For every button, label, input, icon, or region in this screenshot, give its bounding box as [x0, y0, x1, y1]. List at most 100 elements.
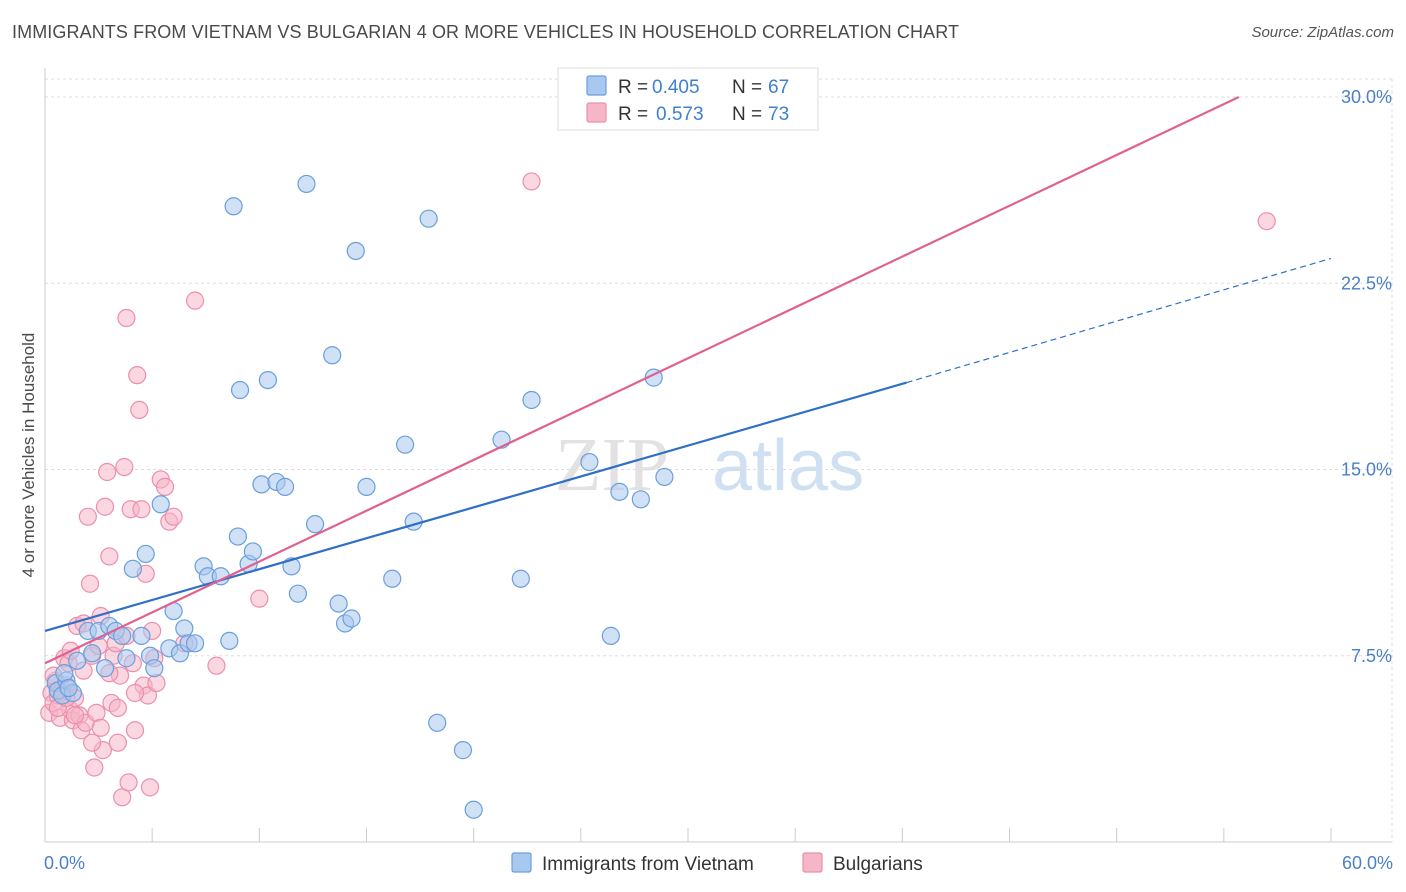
- legend-r-label-pink: R =: [618, 104, 648, 125]
- legend-r-value-pink: 0.573: [656, 104, 704, 125]
- bulgarian-point: [108, 698, 127, 718]
- bulgarian-trend-line: [44, 96, 1240, 665]
- bulgarian-point: [140, 778, 160, 797]
- vietnam-point: [136, 544, 155, 564]
- bulgarian-point: [207, 656, 226, 675]
- bulgarian-point: [185, 291, 205, 310]
- vietnam-point: [275, 477, 295, 496]
- vietnam-point: [68, 651, 87, 670]
- vietnam-point: [580, 452, 599, 472]
- vietnam-point: [83, 644, 102, 663]
- vietnam-point: [220, 631, 239, 650]
- vietnam-point: [610, 482, 629, 501]
- vietnam-point: [297, 174, 316, 194]
- bulgarian-point: [119, 773, 138, 792]
- bulgarian-point: [125, 683, 145, 703]
- vietnam-point: [522, 390, 541, 410]
- vietnam-point: [185, 634, 205, 653]
- vietnam-point: [464, 800, 483, 819]
- bulgarian-point: [128, 366, 147, 385]
- bulgarian-point: [522, 172, 541, 191]
- bulgarian-point: [80, 574, 100, 593]
- bulgarian-point: [132, 500, 151, 519]
- bulgarian-point: [91, 718, 110, 737]
- chart-source: Source: ZipAtlas.com: [1251, 24, 1394, 41]
- bulgarian-point: [130, 400, 149, 419]
- bulgarian-point: [117, 308, 136, 328]
- bulgarian-point: [83, 733, 102, 752]
- vietnam-point: [145, 659, 164, 678]
- vietnam-point: [59, 678, 78, 698]
- bulgarian-point: [250, 589, 269, 608]
- bulgarian-point: [98, 462, 117, 482]
- vietnam-point: [224, 197, 243, 216]
- vietnam-point: [252, 475, 271, 494]
- legend-r-label-blue: R =: [618, 77, 648, 98]
- legend-n-value-blue: 67: [768, 77, 789, 98]
- vietnam-point: [243, 542, 263, 561]
- bulgarian-point: [95, 497, 115, 516]
- bulgarian-point: [87, 703, 106, 722]
- vietnam-point: [55, 664, 74, 683]
- y-tick-label: 22.5%: [1341, 273, 1392, 293]
- x-tick-labels: 0.0% 60.0%: [44, 853, 1393, 873]
- vietnam-point: [132, 626, 151, 645]
- bulgarian-point: [1257, 212, 1276, 231]
- y-tick-label: 7.5%: [1351, 646, 1392, 666]
- vietnam-point: [404, 512, 423, 531]
- y-tick-labels: 7.5% 15.0% 22.5% 30.0%: [1341, 87, 1392, 666]
- bottom-legend-label-vietnam: Immigrants from Vietnam: [542, 854, 754, 875]
- vietnam-point: [151, 495, 170, 514]
- vietnam-point: [601, 626, 620, 645]
- trend-lines: [44, 96, 1332, 665]
- vietnam-trend-line: [44, 381, 907, 632]
- vietnam-point: [288, 584, 308, 603]
- vietnam-point: [511, 569, 530, 588]
- vietnam-point: [342, 609, 361, 628]
- legend-n-label-blue: N =: [732, 77, 762, 98]
- vietnam-point: [631, 490, 650, 509]
- vietnam-point: [175, 619, 194, 638]
- x-tick-label-min: 0.0%: [44, 853, 85, 873]
- correlation-legend: R = 0.405 N = 67 R = 0.573 N = 73: [557, 67, 819, 131]
- bulgarian-point: [147, 673, 166, 693]
- x-tick-label-max: 60.0%: [1342, 853, 1393, 873]
- vietnam-point: [383, 569, 402, 588]
- vietnam-point: [258, 371, 278, 390]
- bottom-legend-swatch-bulgarians: [802, 852, 823, 873]
- legend-n-label-pink: N =: [732, 104, 762, 125]
- bulgarian-point: [164, 507, 183, 526]
- watermark-atlas: atlas: [712, 426, 864, 506]
- vietnam-point: [117, 649, 136, 668]
- bulgarian-point: [125, 721, 145, 740]
- legend-r-value-blue: 0.405: [652, 77, 700, 98]
- legend-n-value-pink: 73: [768, 104, 789, 125]
- vietnam-point: [655, 467, 674, 487]
- vietnam-point: [346, 241, 365, 261]
- legend-swatch-blue: [586, 75, 607, 96]
- chart-title: IMMIGRANTS FROM VIETNAM VS BULGARIAN 4 O…: [12, 22, 960, 42]
- vietnam-point: [395, 435, 415, 454]
- bulgarian-point: [108, 733, 127, 752]
- bottom-legend-label-bulgarians: Bulgarians: [833, 854, 923, 875]
- vietnam-point: [95, 659, 115, 678]
- vietnam-point: [419, 209, 438, 228]
- vietnam-point: [428, 713, 447, 732]
- bulgarian-point: [115, 457, 134, 477]
- watermark: ZIP atlas: [555, 423, 864, 507]
- vietnam-point: [305, 515, 325, 534]
- bulgarian-point: [78, 507, 97, 526]
- vietnam-point: [453, 741, 473, 760]
- y-tick-label: 30.0%: [1341, 87, 1392, 107]
- vietnam-point: [228, 527, 247, 546]
- vietnam-point: [123, 559, 142, 578]
- vietnam-point: [329, 594, 348, 613]
- vietnam-point: [230, 380, 250, 400]
- legend-swatch-pink: [586, 102, 607, 123]
- bulgarian-point: [65, 706, 85, 725]
- bulgarian-point: [155, 477, 175, 496]
- y-tick-label: 15.0%: [1341, 460, 1392, 480]
- y-axis-label: 4 or more Vehicles in Household: [19, 333, 38, 578]
- series-legend: Immigrants from Vietnam Bulgarians: [511, 852, 923, 875]
